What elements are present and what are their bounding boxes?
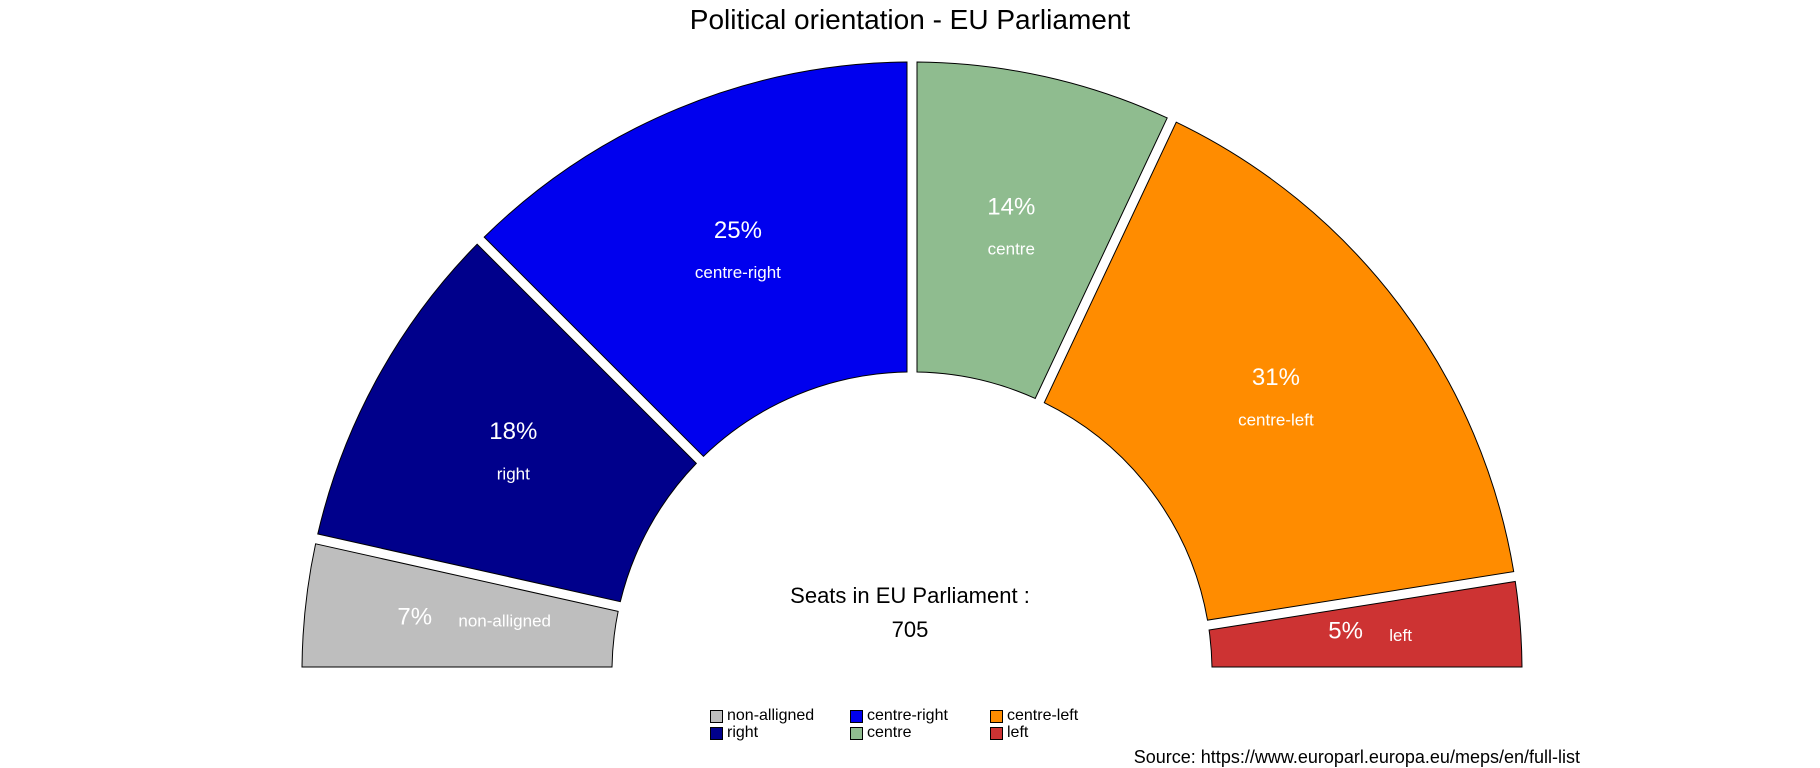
slice-value-label-centre: 14% <box>987 193 1035 220</box>
legend-item-non-alligned: non-alligned <box>710 707 815 724</box>
legend-item-centre-right: centre-right <box>850 707 948 724</box>
slice-left <box>1208 580 1523 668</box>
legend-swatch <box>850 709 863 723</box>
legend-item-left: left <box>990 724 1029 741</box>
legend-item-centre: centre <box>850 724 912 741</box>
center-label-total: 705 <box>891 617 929 642</box>
slice-value-label-centre-left: 31% <box>1252 364 1300 391</box>
source-note: Source: https://www.europarl.europa.eu/m… <box>1133 747 1580 767</box>
legend: non-alligned right centre-right centre centr… <box>710 707 1130 744</box>
legend-swatch <box>990 709 1003 723</box>
slice-category-label-left: left <box>1389 626 1412 645</box>
legend-swatch <box>850 726 863 740</box>
legend-label: centre-left <box>1007 707 1079 724</box>
legend-label: centre-right <box>867 707 948 724</box>
slice-category-label-centre-left: centre-left <box>1238 410 1314 429</box>
legend-label: non-alligned <box>727 707 815 724</box>
labels-layer: 7% non-alligned 18% right 25% centre-right 14%… <box>397 193 1412 644</box>
slice-category-label-non-alligned: non-alligned <box>458 612 551 631</box>
slice-value-label-right: 18% <box>489 418 537 445</box>
slice-category-label-right: right <box>497 464 530 483</box>
slice-value-label-centre-right: 25% <box>714 217 762 244</box>
legend-label: right <box>727 724 759 741</box>
legend-label: centre <box>867 724 912 741</box>
legend-item-right: right <box>710 724 759 741</box>
slice-value-label-non-alligned: 7% <box>397 603 432 630</box>
slice-category-label-centre-right: centre-right <box>695 263 781 282</box>
slice-centre <box>916 61 1168 400</box>
slice-category-label-centre: centre <box>988 239 1035 258</box>
center-label-title: Seats in EU Parliament : <box>790 583 1030 608</box>
slices-layer <box>301 61 1523 668</box>
legend-label: left <box>1007 724 1029 741</box>
chart-title: Political orientation - EU Parliament <box>689 4 1131 35</box>
slice-non-alligned <box>301 543 619 668</box>
slice-centre-left <box>1043 121 1515 621</box>
legend-swatch <box>710 709 723 723</box>
legend-swatch <box>990 726 1003 740</box>
legend-swatch <box>710 726 723 740</box>
slice-centre-right <box>483 61 908 458</box>
slice-value-label-left: 5% <box>1328 618 1363 645</box>
slice-right <box>317 243 698 603</box>
legend-item-centre-left: centre-left <box>990 707 1079 724</box>
